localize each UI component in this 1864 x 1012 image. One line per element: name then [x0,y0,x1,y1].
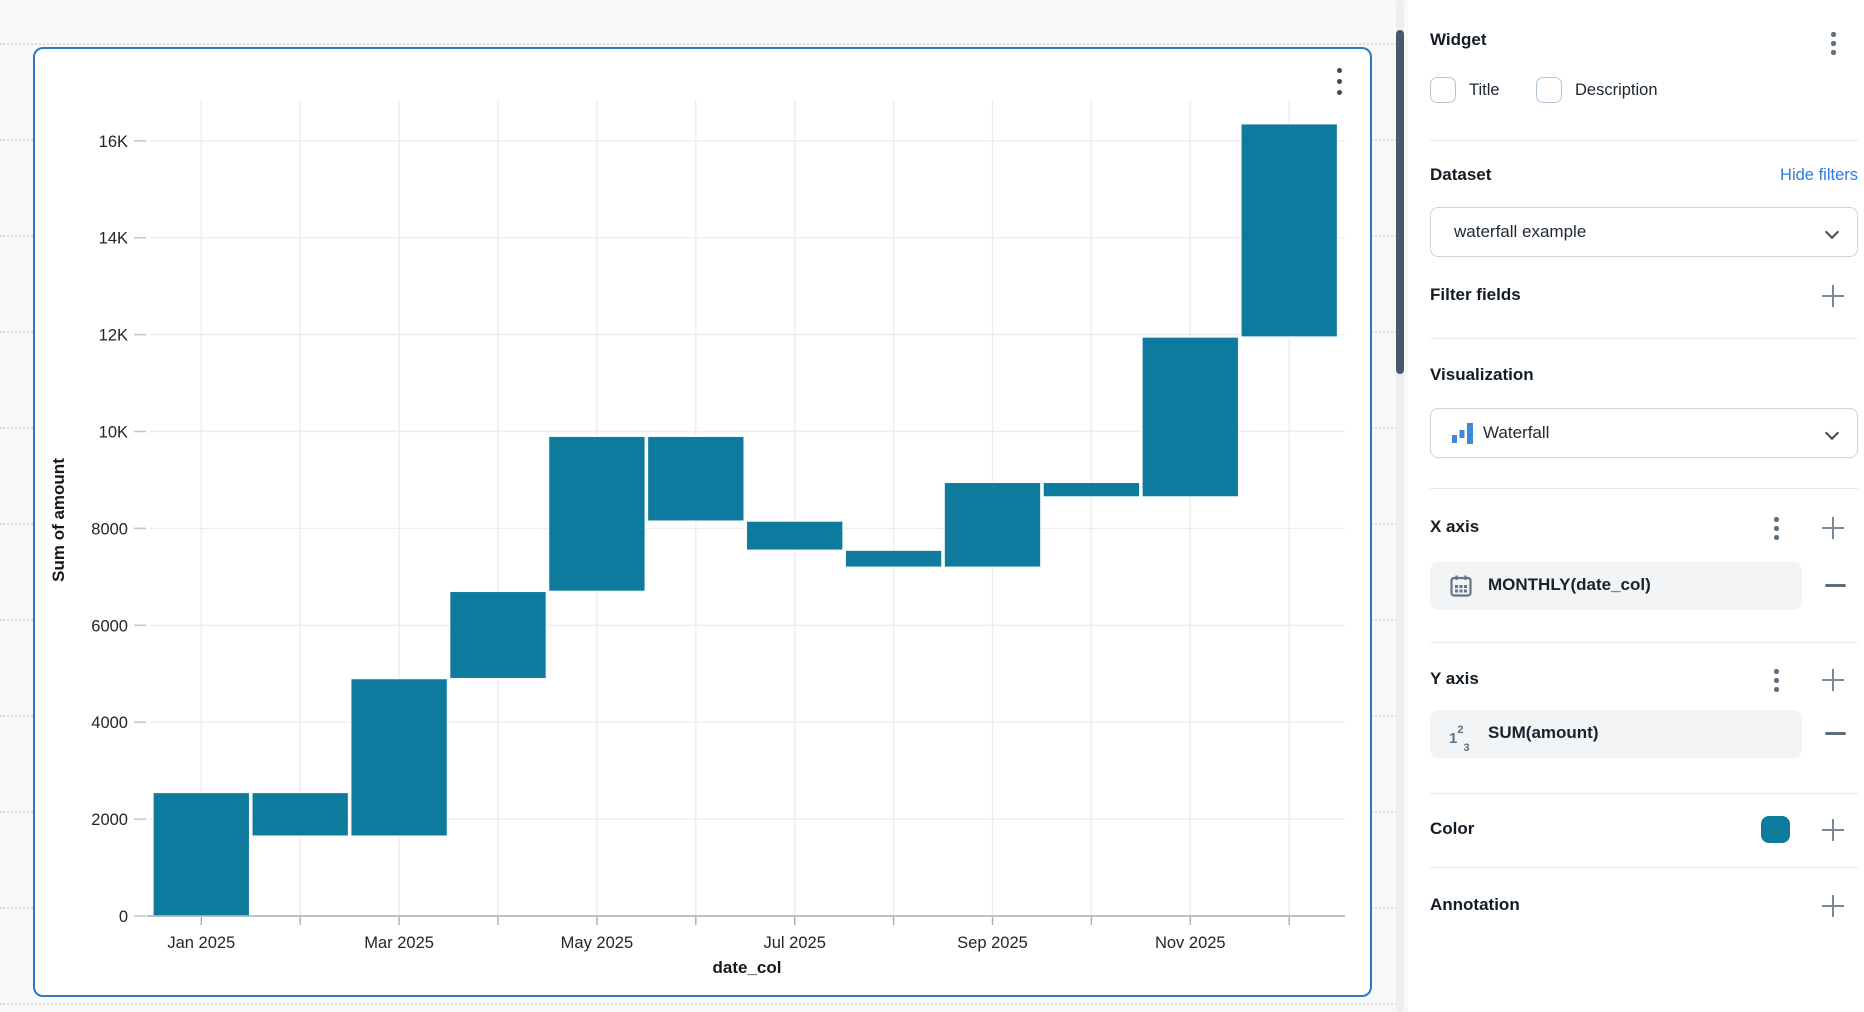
title-checkbox-label: Title [1469,81,1500,99]
remove-x-axis-field-button[interactable] [1825,584,1846,587]
panel-scrollbar-thumb[interactable] [1396,30,1404,374]
divider [1430,338,1858,339]
axes [134,140,1345,925]
number-123-icon: 123 [1449,724,1470,754]
remove-y-axis-field-button[interactable] [1825,732,1846,735]
waterfall-bar-Sep 2025[interactable] [943,481,1042,568]
chart-menu-kebab-icon[interactable] [1330,62,1350,102]
svg-text:14K: 14K [99,230,128,248]
hide-filters-link[interactable]: Hide filters [1780,166,1858,184]
svg-text:8000: 8000 [91,520,128,538]
waterfall-chart-icon [1451,422,1477,446]
waterfall-bar-Jul 2025[interactable] [745,520,844,551]
chevron-down-icon [1827,428,1837,438]
dashboard-grid-dotted-line [0,1003,1397,1005]
svg-text:0: 0 [119,908,128,926]
calendar-icon [1449,574,1473,598]
waterfall-bar-Feb 2025[interactable] [251,791,350,837]
waterfall-bar-Jun 2025[interactable] [646,435,745,522]
description-checkbox[interactable] [1536,77,1562,103]
waterfall-bar-Oct 2025[interactable] [1042,481,1141,498]
title-checkbox[interactable] [1430,77,1456,103]
x-axis-title: date_col [713,958,782,977]
description-checkbox-label: Description [1575,81,1658,99]
dataset-label: Dataset [1430,165,1492,184]
waterfall-bar-Jan 2025[interactable] [152,791,251,917]
svg-text:Jan 2025: Jan 2025 [167,934,235,952]
visualization-select[interactable]: Waterfall [1430,408,1858,458]
y-axis-options-kebab-icon[interactable] [1767,665,1785,699]
svg-text:16K: 16K [99,133,128,151]
annotation-label: Annotation [1430,895,1520,914]
waterfall-bar-Apr 2025[interactable] [449,590,547,680]
y-axis-field-name: SUM(amount) [1488,723,1599,742]
axis-labels: 0 2000 4000 6000 8000 10K 12K 14K 16K Jan 2025 Mar… [49,133,1226,977]
svg-text:Sep 2025: Sep 2025 [957,934,1028,952]
x-axis-field-chip[interactable]: MONTHLY(date_col) [1430,562,1802,610]
divider [1430,867,1858,868]
add-color-button[interactable] [1821,818,1845,842]
svg-text:10K: 10K [99,424,128,442]
svg-text:Jul 2025: Jul 2025 [764,934,826,952]
y-axis-label: Y axis [1430,669,1479,688]
color-swatch[interactable] [1761,816,1790,843]
divider [1430,140,1858,141]
svg-text:12K: 12K [99,327,128,345]
waterfall-bars [152,123,1339,917]
add-x-axis-field-button[interactable] [1821,516,1845,540]
waterfall-bar-Nov 2025[interactable] [1141,336,1240,498]
add-y-axis-field-button[interactable] [1821,668,1845,692]
divider [1430,793,1858,794]
dashboard-grid-dotted-line [0,43,1397,45]
x-axis-options-kebab-icon[interactable] [1767,513,1785,547]
dataset-select[interactable]: waterfall example [1430,207,1858,257]
widget-menu-kebab-icon[interactable] [1824,28,1842,62]
svg-text:Nov 2025: Nov 2025 [1155,934,1226,952]
svg-text:Mar 2025: Mar 2025 [364,934,434,952]
dataset-select-value: waterfall example [1454,222,1587,241]
widget-checkbox-row: Title Description [1408,77,1864,103]
add-filter-field-button[interactable] [1821,284,1845,308]
x-axis-field-name: MONTHLY(date_col) [1488,575,1651,594]
y-axis-field-chip[interactable]: 123 SUM(amount) [1430,710,1802,758]
visualization-label: Visualization [1430,365,1534,384]
y-axis-title: Sum of amount [49,458,68,582]
divider [1430,642,1858,643]
svg-text:4000: 4000 [91,714,128,732]
color-label: Color [1430,819,1475,838]
x-axis-label: X axis [1430,517,1480,536]
widget-settings-panel: Widget Title Description Dataset Hide fi… [1408,0,1864,1012]
waterfall-bar-Mar 2025[interactable] [350,677,449,837]
divider [1430,488,1858,489]
add-annotation-button[interactable] [1821,894,1845,918]
panel-scrollbar-track[interactable] [1396,0,1404,1012]
visualization-select-value: Waterfall [1483,423,1550,442]
svg-text:6000: 6000 [91,617,128,635]
filter-fields-label: Filter fields [1430,285,1521,304]
chart-widget-card[interactable] [33,47,1372,997]
waterfall-bar-Aug 2025[interactable] [844,549,943,568]
waterfall-bar-May 2025[interactable] [547,435,646,592]
waterfall-bar-Dec 2025[interactable] [1240,123,1339,338]
svg-text:2000: 2000 [91,811,128,829]
chevron-down-icon [1827,227,1837,237]
svg-text:May 2025: May 2025 [561,934,633,952]
panel-title: Widget [1430,30,1487,49]
